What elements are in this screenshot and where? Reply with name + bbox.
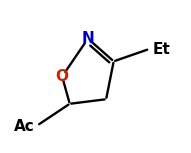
Text: N: N bbox=[82, 31, 94, 46]
Text: Et: Et bbox=[152, 42, 170, 57]
Text: Ac: Ac bbox=[14, 119, 35, 134]
Text: O: O bbox=[56, 69, 69, 84]
